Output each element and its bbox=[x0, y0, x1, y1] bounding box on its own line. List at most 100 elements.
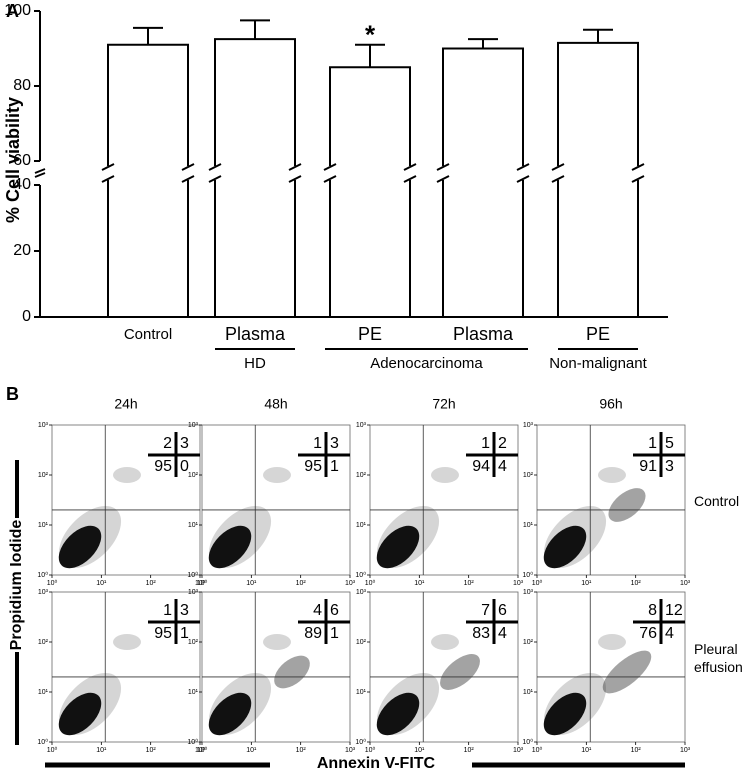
x-tick-label: 10³ bbox=[513, 580, 524, 587]
quadrant-value: 4 bbox=[313, 602, 322, 619]
event-haze bbox=[440, 654, 480, 690]
row-label: Control bbox=[694, 493, 740, 509]
x-tick-label: Plasma bbox=[453, 324, 514, 344]
x-tick-label: 10⁰ bbox=[197, 579, 208, 587]
y-tick-label: 10³ bbox=[356, 422, 367, 429]
x-tick-label: 10¹ bbox=[96, 580, 107, 587]
y-tick-label: 10³ bbox=[38, 422, 49, 429]
quadrant-value: 3 bbox=[665, 458, 674, 475]
quadrant-value: 95 bbox=[304, 458, 322, 475]
y-tick-label: 10¹ bbox=[38, 689, 49, 696]
event-cloud bbox=[58, 692, 102, 736]
y-tick-label: 10⁰ bbox=[37, 738, 48, 746]
bar-break bbox=[101, 163, 115, 183]
x-tick-label: 10¹ bbox=[246, 747, 257, 754]
event-haze bbox=[598, 467, 626, 483]
y-tick-label: 10² bbox=[38, 639, 49, 646]
x-tick-label: 10⁰ bbox=[532, 746, 543, 754]
quadrant-value: 4 bbox=[665, 625, 674, 642]
x-tick-label: 10¹ bbox=[414, 580, 425, 587]
x-tick-label: 10⁰ bbox=[365, 746, 376, 754]
y-tick-label: 10¹ bbox=[523, 522, 534, 529]
y-tick-label: 10³ bbox=[188, 422, 199, 429]
y-tick-label: 10² bbox=[38, 472, 49, 479]
row-label: Pleural effusion bbox=[694, 641, 743, 675]
y-tick-label: 10² bbox=[188, 639, 199, 646]
quadrant-value: 83 bbox=[472, 625, 490, 642]
bar bbox=[557, 41, 639, 318]
x-tick-label: 10² bbox=[146, 747, 157, 754]
x-tick-label: 10⁰ bbox=[47, 579, 58, 587]
x-tick-label: 10² bbox=[631, 580, 642, 587]
x-tick-label: 10³ bbox=[680, 747, 691, 754]
event-haze bbox=[263, 467, 291, 483]
panel-label: A bbox=[6, 1, 19, 21]
quadrant-value: 1 bbox=[180, 625, 189, 642]
quadrant-value: 1 bbox=[163, 602, 172, 619]
quadrant-value: 94 bbox=[472, 458, 490, 475]
quadrant-value: 3 bbox=[180, 602, 189, 619]
y-tick-label: 10³ bbox=[38, 589, 49, 596]
bar bbox=[442, 47, 524, 318]
event-cloud bbox=[543, 692, 587, 736]
y-tick-label: 10⁰ bbox=[522, 571, 533, 579]
group-label: Non-malignant bbox=[549, 355, 647, 372]
quadrant-value: 0 bbox=[180, 458, 189, 475]
event-cloud bbox=[543, 525, 587, 569]
quadrant-value: 2 bbox=[498, 435, 507, 452]
y-tick-label: 20 bbox=[13, 242, 31, 259]
bar-break bbox=[208, 163, 222, 183]
x-tick-label: 10² bbox=[146, 580, 157, 587]
y-tick-label: 10¹ bbox=[356, 522, 367, 529]
y-axis-title: Propidium Iodide bbox=[8, 520, 25, 651]
x-axis-title: Annexin V-FITC bbox=[317, 755, 436, 772]
x-tick-label: 10⁰ bbox=[197, 746, 208, 754]
x-tick-label: Plasma bbox=[225, 324, 286, 344]
quadrant-value: 2 bbox=[163, 435, 172, 452]
quadrant-value: 12 bbox=[665, 602, 683, 619]
y-tick-label: 10⁰ bbox=[522, 738, 533, 746]
column-title: 96h bbox=[599, 396, 622, 412]
event-haze bbox=[113, 634, 141, 650]
y-tick-label: 10⁰ bbox=[187, 571, 198, 579]
x-tick-label: 10² bbox=[631, 747, 642, 754]
x-tick-label: Control bbox=[124, 326, 172, 343]
x-tick-label: 10³ bbox=[345, 747, 356, 754]
bar bbox=[107, 43, 189, 318]
x-tick-label: 10³ bbox=[195, 580, 206, 587]
event-haze bbox=[274, 655, 310, 689]
column-title: 48h bbox=[264, 396, 287, 412]
quadrant-value: 1 bbox=[481, 435, 490, 452]
event-haze bbox=[602, 650, 652, 694]
x-tick-label: 10¹ bbox=[414, 747, 425, 754]
quadrant-value: 8 bbox=[648, 602, 657, 619]
x-tick-label: 10³ bbox=[345, 580, 356, 587]
y-tick-label: 10¹ bbox=[188, 689, 199, 696]
y-tick-label: 10² bbox=[523, 472, 534, 479]
y-tick-label: 10² bbox=[523, 639, 534, 646]
quadrant-value: 91 bbox=[639, 458, 657, 475]
x-tick-label: 10¹ bbox=[581, 747, 592, 754]
x-tick-label: 10³ bbox=[513, 747, 524, 754]
column-title: 24h bbox=[114, 396, 137, 412]
event-cloud bbox=[208, 692, 252, 736]
y-tick-label: 10³ bbox=[523, 589, 534, 596]
y-tick-label: 80 bbox=[13, 77, 31, 94]
event-haze bbox=[431, 467, 459, 483]
x-tick-label: 10² bbox=[464, 747, 475, 754]
quadrant-value: 95 bbox=[154, 625, 172, 642]
x-tick-label: 10⁰ bbox=[532, 579, 543, 587]
quadrant-value: 4 bbox=[498, 458, 507, 475]
quadrant-value: 76 bbox=[639, 625, 657, 642]
x-tick-label: PE bbox=[358, 324, 382, 344]
quadrant-value: 1 bbox=[330, 625, 339, 642]
quadrant-value: 95 bbox=[154, 458, 172, 475]
y-tick-label: 10⁰ bbox=[37, 571, 48, 579]
quadrant-value: 1 bbox=[330, 458, 339, 475]
x-tick-label: 10¹ bbox=[246, 580, 257, 587]
y-tick-label: 10¹ bbox=[523, 689, 534, 696]
bar-break bbox=[323, 163, 337, 183]
bar-break bbox=[436, 163, 450, 183]
y-tick-label: 10⁰ bbox=[355, 738, 366, 746]
quadrant-value: 3 bbox=[330, 435, 339, 452]
